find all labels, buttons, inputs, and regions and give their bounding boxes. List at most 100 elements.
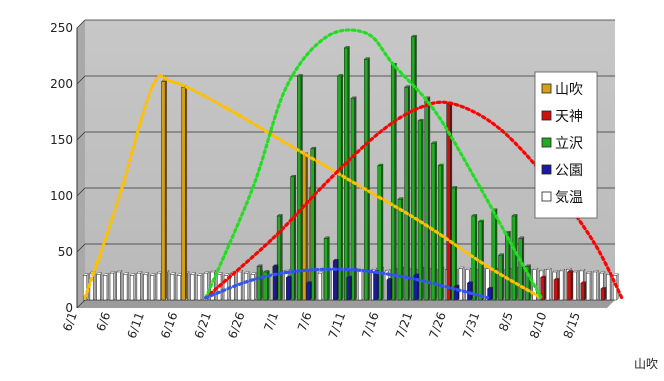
legend-label: 山吹 xyxy=(555,82,583,98)
bar xyxy=(498,253,505,301)
x-tick-label: 6/21 xyxy=(192,310,214,340)
y-tick-label: 50 xyxy=(58,245,73,259)
bar xyxy=(504,230,511,301)
x-axis-overflow-label: 山吹 xyxy=(634,357,658,371)
bar xyxy=(337,73,344,301)
x-tick-label: 7/26 xyxy=(426,310,448,340)
gridline-side xyxy=(76,19,86,29)
bar xyxy=(250,272,257,301)
bar xyxy=(404,85,411,301)
trend-curve xyxy=(204,267,490,300)
bar xyxy=(413,273,420,301)
legend-swatch xyxy=(541,83,552,94)
legend-label: 気温 xyxy=(555,190,583,206)
bar xyxy=(390,62,397,301)
x-tick-label: 6/11 xyxy=(125,310,147,340)
bar xyxy=(545,267,552,301)
bar xyxy=(332,258,339,301)
side-wall xyxy=(77,20,85,308)
bar xyxy=(373,269,380,301)
x-tick-label: 8/10 xyxy=(527,310,549,340)
y-axis: 0 50 100 150 200 250 xyxy=(50,21,78,315)
bar xyxy=(540,275,547,301)
bar xyxy=(169,272,177,301)
bar xyxy=(161,79,168,301)
bar xyxy=(129,273,136,301)
y-tick-label: 250 xyxy=(50,21,73,35)
bar xyxy=(109,271,116,301)
bar xyxy=(196,273,203,301)
bar xyxy=(491,208,498,301)
x-tick-label: 6/1 xyxy=(60,310,80,333)
y-tick-label: 100 xyxy=(50,189,73,203)
trend-curve xyxy=(204,28,543,300)
bar xyxy=(478,219,485,301)
gridline-side xyxy=(76,131,86,141)
bar xyxy=(285,275,292,301)
bar xyxy=(559,268,566,301)
bar xyxy=(237,269,244,301)
x-tick-label: 6/26 xyxy=(225,310,247,340)
bar xyxy=(437,163,444,301)
bar xyxy=(123,272,130,301)
bar xyxy=(263,269,270,301)
bar xyxy=(256,264,263,301)
bar xyxy=(363,57,370,301)
y-tick-label: 0 xyxy=(65,301,73,315)
bar xyxy=(424,96,431,301)
x-tick-label: 6/6 xyxy=(94,310,114,333)
legend-label: 立沢 xyxy=(555,136,583,152)
bar xyxy=(102,273,109,301)
x-tick-label: 7/16 xyxy=(359,310,381,340)
bar xyxy=(567,269,574,301)
bar xyxy=(511,213,518,301)
y-tick-label: 150 xyxy=(50,133,73,147)
bar xyxy=(116,269,123,301)
y-tick-label: 200 xyxy=(50,77,73,91)
x-tick-label: 7/6 xyxy=(295,310,315,333)
legend-label: 天神 xyxy=(555,109,583,125)
bar xyxy=(580,281,587,301)
gridline-side xyxy=(76,299,86,309)
x-tick-label: 8/15 xyxy=(561,310,583,340)
bar xyxy=(431,141,438,301)
bar xyxy=(143,272,150,301)
bar xyxy=(357,268,364,301)
bar xyxy=(310,146,317,301)
bar xyxy=(272,264,279,301)
bar xyxy=(317,271,324,301)
bar xyxy=(346,275,353,301)
gridline-side xyxy=(76,75,86,85)
floor xyxy=(77,300,615,308)
bar xyxy=(149,273,156,301)
bar xyxy=(585,271,592,301)
legend-swatch xyxy=(541,137,552,148)
x-tick-label: 7/31 xyxy=(460,310,482,340)
bar xyxy=(453,284,460,301)
bar xyxy=(190,272,197,301)
bar xyxy=(553,277,560,301)
gridline-side xyxy=(76,187,86,197)
x-axis: 6/1 6/6 6/11 6/16 6/21 6/26 7/1 7/6 7/11 7/16 7/21… xyxy=(60,310,658,371)
gridline-side xyxy=(76,243,86,253)
bar xyxy=(600,286,607,301)
bar xyxy=(397,197,404,301)
bar xyxy=(296,73,303,301)
legend-label: 公園 xyxy=(555,163,583,179)
bar xyxy=(181,85,188,301)
bar xyxy=(518,236,525,301)
bar xyxy=(410,34,417,301)
bar xyxy=(290,174,297,301)
bar xyxy=(466,281,474,301)
bar xyxy=(458,266,465,301)
bar xyxy=(305,281,313,301)
bar xyxy=(96,272,103,301)
bar xyxy=(572,269,579,301)
bar xyxy=(343,45,350,301)
x-tick-label: 7/1 xyxy=(261,310,281,333)
bar xyxy=(301,152,309,301)
legend-swatch xyxy=(541,164,552,175)
bar xyxy=(417,118,424,301)
